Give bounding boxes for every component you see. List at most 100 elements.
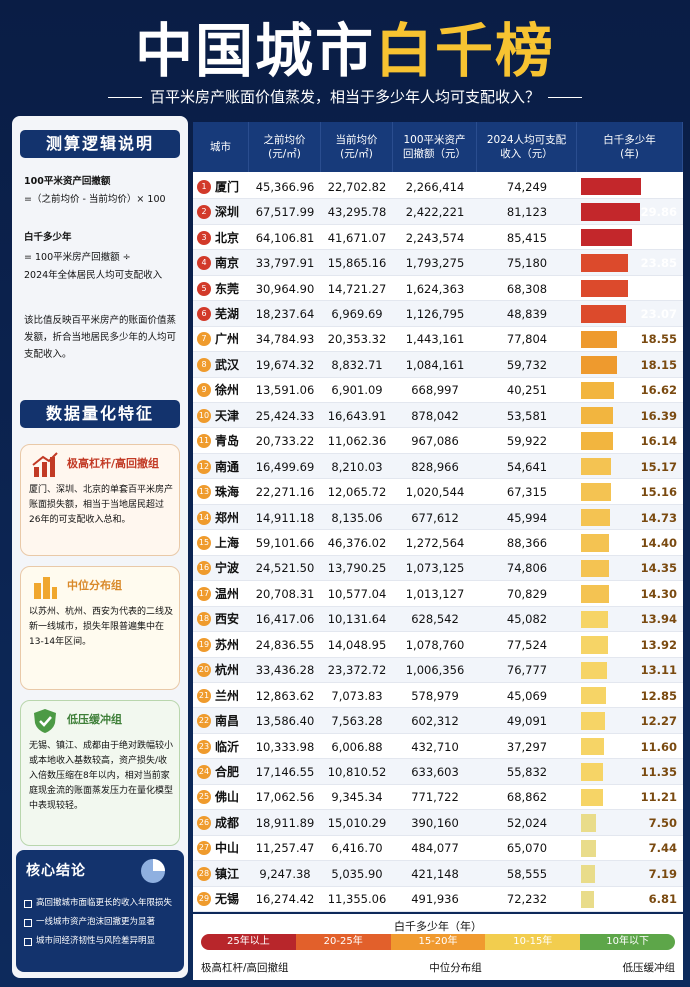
cell-before: 13,591.06 [255, 383, 315, 398]
rank: 16 [197, 561, 211, 576]
icon [32, 452, 58, 477]
rank: 15 [197, 536, 211, 550]
cell-before: 20,708.31 [255, 586, 315, 601]
year-label: 18.55 [640, 332, 677, 347]
cell-drop: 2,266,414 [405, 179, 465, 194]
cell-drop: 602,312 [411, 714, 459, 729]
cell-now: 16,643.91 [327, 408, 387, 423]
cell-income: 37,297 [506, 739, 548, 754]
icon [34, 709, 56, 733]
cell-income: 88,366 [506, 536, 548, 550]
rank: 22 [197, 714, 211, 729]
year-bar [581, 686, 607, 705]
legend-groups: 极高杠杆/高回撤组 中位分布组 低压缓冲组 [201, 960, 675, 975]
year-bar [581, 763, 604, 781]
card-title: 中位分布组 [67, 579, 122, 592]
cell-drop: 1,013,127 [405, 586, 465, 601]
cell-before: 59,101.66 [255, 536, 315, 550]
subtitle: 百平米房产账面价值蒸发，相当于多少年人均可支配收入？ [0, 86, 690, 107]
cell-before: 33,436.28 [255, 663, 315, 678]
conclusion-item: 一线城市资产泡沫回撤更为显著 [24, 913, 182, 932]
rank: 28 [197, 866, 211, 881]
cell-before: 14,911.18 [255, 510, 315, 525]
city: 北京 [215, 230, 240, 245]
card-title: 极高杠杆/高回撤组 [67, 457, 160, 470]
cell-drop: 491,936 [411, 892, 459, 907]
legend-band: 20-25年 [295, 934, 391, 950]
method-note: 该比值反映百平米房产的账面价值蒸发额，折合当地居民多少年的人均可支配收入。 [24, 315, 177, 360]
feature-card: 中位分布组 以苏州、杭州、西安为代表的二线及新一线城市，损失年限普遍集中在13-… [20, 566, 180, 690]
cell-now: 20,353.32 [327, 332, 387, 347]
city: 镇江 [215, 866, 240, 881]
year-label: 14.40 [640, 536, 677, 550]
cell-now: 13,790.25 [327, 561, 387, 576]
column-header: 2024人均可支配 收入（元） [477, 122, 577, 172]
year-label: 13.92 [640, 637, 677, 652]
rank: 9 [197, 383, 211, 398]
legend-group: 中位分布组 [429, 962, 482, 974]
cell-now: 8,210.03 [331, 459, 383, 474]
rank: 27 [197, 841, 211, 856]
year-label: 11.60 [640, 739, 677, 754]
legend: 白千多少年（年） 25年以上 20-25年 15-20年 10-15年 10年以下 极高… [193, 914, 683, 980]
card-text: 厦门、深圳、北京的单套百平米房产账面损失额，相当于当地居民超过26年的可支配收入… [29, 485, 174, 525]
cell-before: 9,247.38 [259, 866, 311, 881]
year-bar [581, 330, 618, 349]
year-bar [581, 356, 617, 374]
city: 西安 [215, 612, 240, 627]
legend-bar: 25年以上 20-25年 15-20年 10-15年 10年以下 [201, 934, 675, 950]
rank: 8 [197, 357, 211, 372]
cell-before: 17,146.55 [255, 765, 315, 780]
cell-income: 72,232 [506, 892, 548, 907]
year-label: 6.81 [648, 892, 677, 907]
cell-drop: 878,042 [411, 408, 459, 423]
rank: 3 [197, 230, 211, 245]
city: 临沂 [215, 739, 240, 754]
check [24, 937, 32, 946]
rank: 4 [197, 256, 211, 271]
legend-band: 10年以下 [580, 934, 675, 950]
year-label: 7.50 [648, 815, 677, 830]
card-title: 低压缓冲组 [67, 713, 122, 726]
section-title: 测算逻辑说明 [20, 130, 180, 158]
cell-now: 15,010.29 [327, 815, 387, 830]
year-label: 26.27 [640, 230, 677, 245]
year-label: 23.78 [640, 281, 677, 296]
card-text: 无锡、镇江、成都由于绝对跌幅较小或本地收入基数较高，资产损失/收入倍数压缩在8年… [29, 741, 174, 811]
cell-now: 10,131.64 [327, 612, 387, 627]
cell-now: 15,865.16 [327, 256, 387, 271]
cell-before: 20,733.22 [255, 434, 315, 449]
row [193, 886, 683, 912]
city: 成都 [215, 815, 240, 830]
conclusion-text: 一线城市资产泡沫回撤更为显著 [36, 917, 156, 927]
cell-drop: 2,422,221 [405, 205, 465, 220]
year-label: 14.30 [640, 586, 677, 601]
cell-drop: 1,073,125 [405, 561, 465, 576]
rank: 24 [197, 765, 211, 780]
cell-drop: 828,966 [411, 459, 459, 474]
cell-now: 6,901.09 [331, 383, 383, 398]
method-line: = 100平米房产回撤额 ÷ [24, 252, 131, 263]
year-bar [581, 559, 610, 578]
year-label: 12.27 [640, 714, 677, 729]
city: 徐州 [215, 383, 240, 398]
legend-group: 低压缓冲组 [622, 962, 675, 974]
legend-title: 白千多少年（年） [394, 920, 482, 933]
year-label: 23.85 [640, 256, 677, 271]
year-label: 11.35 [640, 765, 677, 780]
city: 东莞 [215, 281, 240, 296]
icon [141, 859, 165, 883]
rank: 25 [197, 790, 211, 805]
year-label: 16.62 [640, 383, 677, 398]
rank: 21 [197, 688, 211, 703]
cell-income: 81,123 [506, 205, 548, 220]
cell-income: 52,024 [506, 815, 548, 830]
year-bar [581, 636, 609, 654]
year-bar [581, 610, 609, 629]
city: 珠海 [215, 485, 240, 500]
cell-now: 9,345.34 [331, 790, 383, 805]
year-bar [581, 457, 611, 476]
year-bar [581, 178, 641, 196]
cell-drop: 578,979 [411, 688, 459, 703]
cell-income: 45,994 [506, 510, 548, 525]
